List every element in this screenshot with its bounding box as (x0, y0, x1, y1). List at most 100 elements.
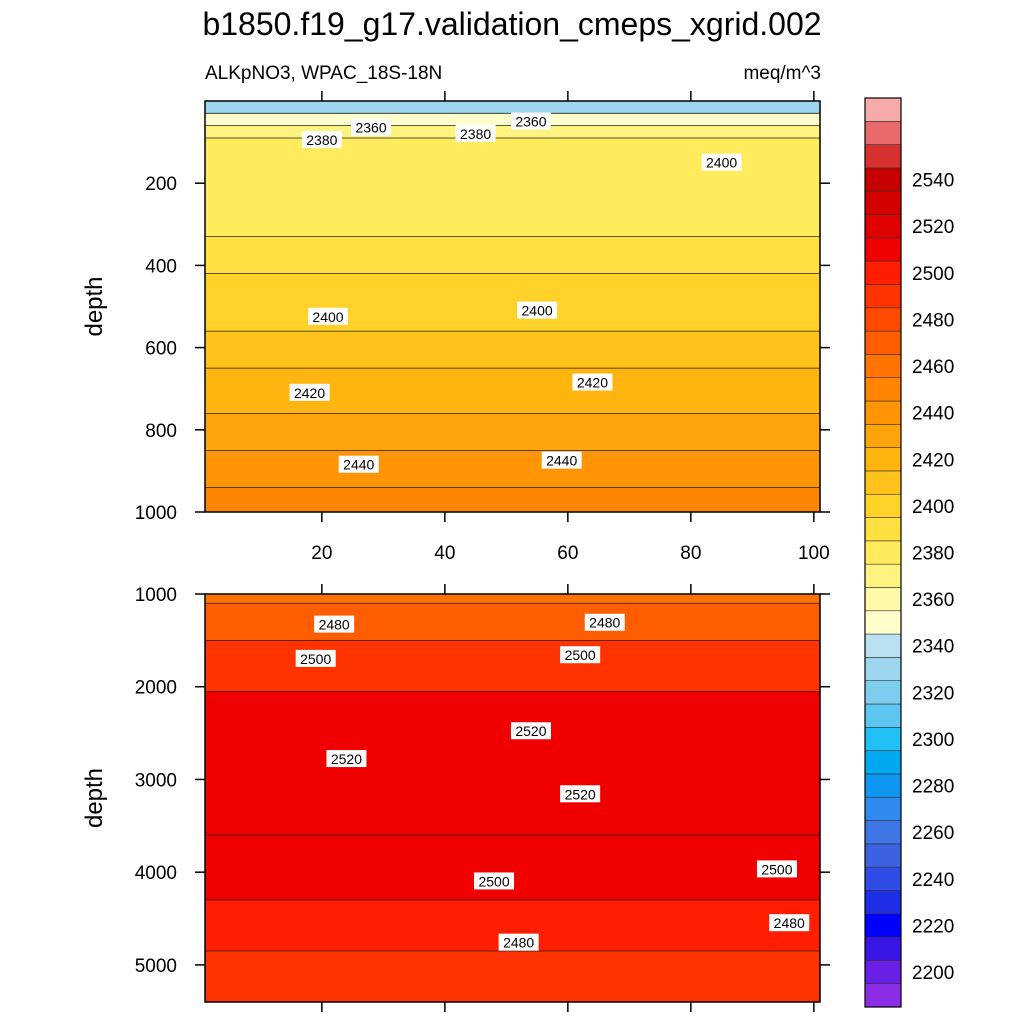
colorbar-swatch (865, 238, 901, 261)
contour-label: 2380 (306, 132, 337, 148)
contour-band (205, 691, 820, 835)
contour-band (205, 450, 820, 487)
colorbar-swatch (865, 378, 901, 401)
colorbar-swatch (865, 774, 901, 797)
contour-label: 2380 (460, 126, 491, 142)
contour-label: 2400 (706, 155, 737, 171)
contour-label: 2500 (478, 873, 509, 889)
x-tick-label: 60 (557, 543, 578, 564)
colorbar-tick-label: 2400 (912, 497, 954, 518)
y-tick-label: 1000 (135, 585, 177, 606)
contour-label: 2400 (312, 309, 343, 325)
contour-label: 2500 (761, 861, 792, 877)
colorbar-swatch (865, 471, 901, 494)
colorbar-swatch (865, 587, 901, 610)
colorbar-tick-label: 2360 (912, 590, 954, 611)
contour-label: 2500 (565, 647, 596, 663)
y-tick-label: 600 (145, 339, 177, 360)
contour-label: 2420 (577, 375, 608, 391)
colorbar-tick-label: 2220 (912, 916, 954, 937)
colorbar-swatch (865, 98, 901, 121)
contour-label: 2520 (515, 723, 546, 739)
contour-label: 2400 (522, 303, 553, 319)
colorbar-tick-label: 2280 (912, 777, 954, 798)
colorbar-swatch (865, 331, 901, 354)
colorbar-swatch (865, 145, 901, 168)
x-tick-label: 40 (434, 543, 455, 564)
colorbar-swatch (865, 937, 901, 960)
contour-label: 2480 (774, 915, 805, 931)
y-tick-label: 3000 (135, 770, 177, 791)
colorbar-swatch (865, 797, 901, 820)
y-axis-label: depth (81, 768, 108, 828)
contour-label: 2440 (343, 457, 374, 473)
contour-label: 2480 (319, 617, 350, 633)
contour-label: 2480 (503, 935, 534, 951)
colorbar-swatch (865, 704, 901, 727)
contour-band (205, 274, 820, 332)
colorbar-tick-label: 2480 (912, 310, 954, 331)
colorbar-swatch (865, 541, 901, 564)
contour-label: 2520 (331, 751, 362, 767)
colorbar-swatch (865, 634, 901, 657)
x-tick-label: 80 (680, 543, 701, 564)
colorbar-swatch (865, 284, 901, 307)
colorbar-tick-label: 2500 (912, 264, 954, 285)
colorbar-tick-label: 2340 (912, 637, 954, 658)
contour-label: 2440 (546, 453, 577, 469)
colorbar-tick-label: 2540 (912, 171, 954, 192)
colorbar-swatch (865, 494, 901, 517)
contour-label: 2420 (294, 385, 325, 401)
colorbar-tick-label: 2200 (912, 963, 954, 984)
colorbar-swatch (865, 867, 901, 890)
y-tick-label: 4000 (135, 863, 177, 884)
colorbar-tick-label: 2300 (912, 730, 954, 751)
colorbar-swatch (865, 914, 901, 937)
colorbar-swatch (865, 401, 901, 424)
contour-label: 2520 (565, 786, 596, 802)
contour-label: 2480 (589, 615, 620, 631)
contour-band (205, 237, 820, 274)
colorbar-tick-label: 2440 (912, 404, 954, 425)
chart-canvas: 200400600800100020 40 60 80 100depth2360 2360… (0, 0, 1024, 1024)
contour-band (205, 101, 820, 113)
colorbar-swatch (865, 657, 901, 680)
colorbar-swatch (865, 168, 901, 191)
contour-label: 2360 (515, 114, 546, 130)
colorbar-swatch (865, 890, 901, 913)
contour-band (205, 603, 820, 640)
colorbar-tick-label: 2420 (912, 450, 954, 471)
colorbar-swatch (865, 191, 901, 214)
contour-band (205, 413, 820, 450)
y-tick-label: 2000 (135, 678, 177, 699)
x-tick-label: 100 (798, 543, 830, 564)
colorbar-swatch (865, 611, 901, 634)
colorbar-swatch (865, 215, 901, 238)
contour-label: 2360 (355, 120, 386, 136)
y-tick-label: 1000 (135, 503, 177, 524)
colorbar-swatch (865, 984, 901, 1007)
y-tick-label: 800 (145, 421, 177, 442)
colorbar-swatch (865, 121, 901, 144)
y-tick-label: 400 (145, 256, 177, 277)
colorbar-swatch (865, 518, 901, 541)
contour-label: 2500 (300, 651, 331, 667)
colorbar-swatch (865, 960, 901, 983)
colorbar-swatch (865, 751, 901, 774)
colorbar-tick-label: 2260 (912, 823, 954, 844)
colorbar-tick-label: 2240 (912, 870, 954, 891)
contour-band (205, 594, 820, 603)
y-tick-label: 5000 (135, 956, 177, 977)
colorbar-tick-label: 2320 (912, 683, 954, 704)
colorbar-swatch (865, 821, 901, 844)
colorbar-swatch (865, 844, 901, 867)
contour-band (205, 951, 820, 1002)
colorbar-tick-label: 2460 (912, 357, 954, 378)
contour-band (205, 487, 820, 512)
y-axis-label: depth (81, 276, 108, 336)
contour-band (205, 331, 820, 368)
colorbar-swatch (865, 261, 901, 284)
contour-band (205, 835, 820, 900)
contour-band (205, 138, 820, 237)
colorbar-swatch (865, 354, 901, 377)
